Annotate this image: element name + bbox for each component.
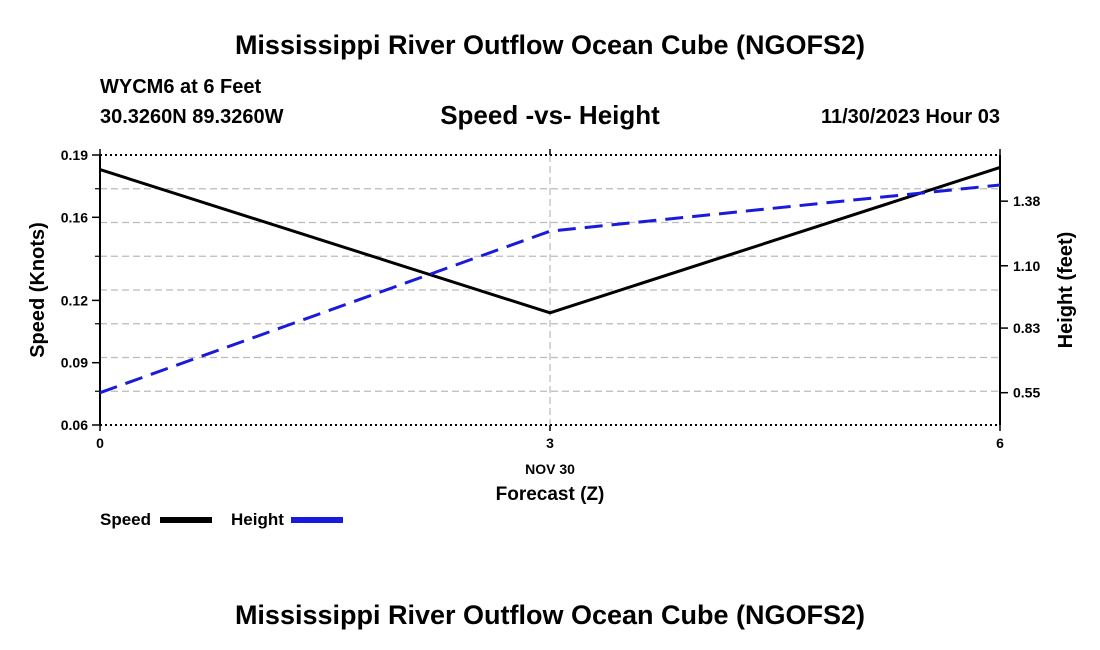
y-axis-title: Speed (Knots)	[27, 222, 49, 358]
y2-tick-label: 1.38	[1013, 193, 1040, 209]
coordinates-label: 30.3260N 89.3260W	[100, 106, 284, 128]
chart-subtitle: Speed -vs- Height	[440, 100, 660, 130]
y-tick-label: 0.12	[61, 292, 88, 308]
x-axis-title: Forecast (Z)	[496, 484, 605, 505]
x-tick-label: 3	[546, 435, 554, 451]
datetime-label: 11/30/2023 Hour 03	[820, 106, 1000, 128]
y2-axis-title: Height (feet)	[1055, 232, 1077, 349]
series-line-speed	[99, 166, 1001, 315]
y-tick-label: 0.19	[61, 147, 88, 163]
y2-tick-label: 0.83	[1013, 320, 1040, 336]
legend-speed-swatch	[160, 517, 212, 523]
legend-height-label: Height	[231, 510, 284, 529]
y2-tick-label: 0.55	[1013, 385, 1040, 401]
station-label: WYCM6 at 6 Feet	[100, 76, 262, 98]
legend-height-swatch	[291, 517, 343, 523]
x-tick-label: 0	[96, 435, 104, 451]
footer-title: Mississippi River Outflow Ocean Cube (NG…	[234, 600, 866, 630]
y-tick-label: 0.16	[61, 209, 88, 225]
y2-tick-label: 1.10	[1013, 258, 1040, 274]
legend-speed-label: Speed	[100, 510, 152, 529]
chart-title: Mississippi River Outflow Ocean Cube (NG…	[234, 30, 866, 60]
x-tick-label: 6	[996, 435, 1004, 451]
x-date-label: NOV 30	[525, 461, 575, 477]
y-tick-label: 0.06	[61, 417, 88, 433]
y-tick-label: 0.09	[61, 355, 88, 371]
